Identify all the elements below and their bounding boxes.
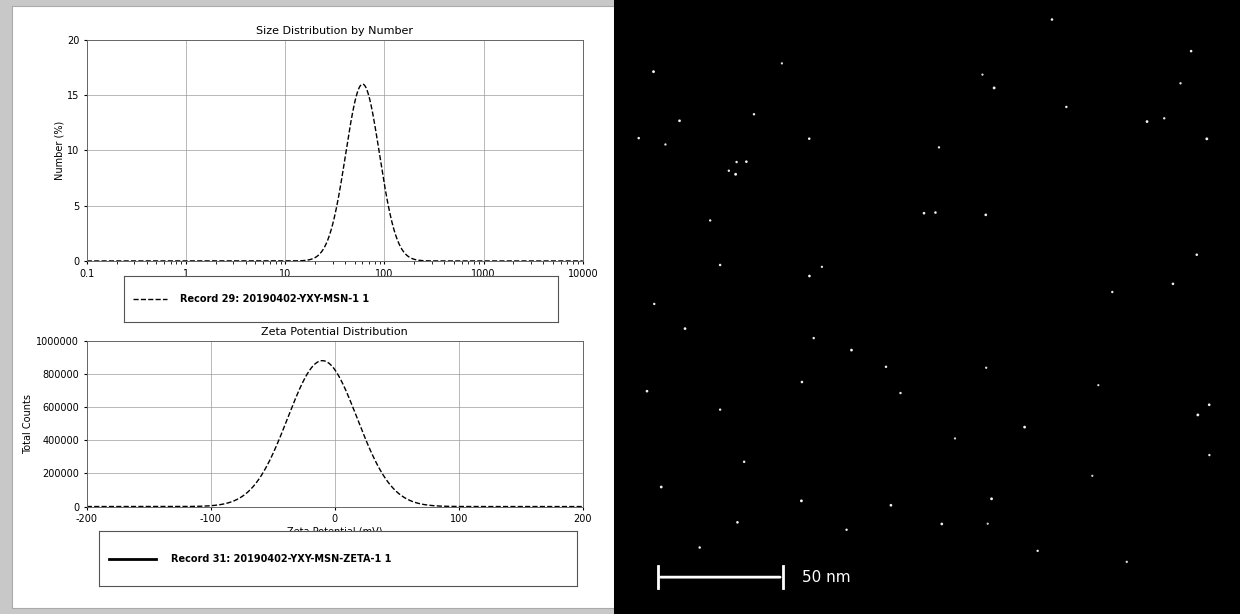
Point [725, 169, 745, 179]
Point [877, 362, 897, 371]
Point [791, 496, 811, 506]
Title: Size Distribution by Number: Size Distribution by Number [257, 26, 413, 36]
Point [890, 388, 910, 398]
Point [1171, 79, 1190, 88]
Point [1199, 400, 1219, 410]
Point [1117, 557, 1137, 567]
Y-axis label: Number (%): Number (%) [55, 121, 64, 180]
Point [689, 543, 709, 553]
Point [976, 363, 996, 373]
Point [842, 345, 862, 355]
Point [914, 208, 934, 218]
Point [1187, 250, 1207, 260]
Point [1188, 410, 1208, 420]
Text: Record 31: 20190402-YXY-MSN-ZETA-1 1: Record 31: 20190402-YXY-MSN-ZETA-1 1 [171, 554, 391, 564]
Point [1028, 546, 1048, 556]
Point [932, 519, 952, 529]
Point [792, 377, 812, 387]
Point [656, 139, 676, 149]
Point [675, 324, 694, 333]
Text: Record 29: 20190402-YXY-MSN-1 1: Record 29: 20190402-YXY-MSN-1 1 [181, 294, 370, 305]
Point [945, 433, 965, 443]
Point [1197, 134, 1216, 144]
Point [976, 210, 996, 220]
Point [800, 134, 820, 144]
Y-axis label: Total Counts: Total Counts [24, 394, 33, 454]
Point [925, 208, 945, 217]
Point [1199, 450, 1219, 460]
Point [719, 166, 739, 176]
Point [978, 519, 998, 529]
Point [644, 67, 663, 77]
Point [985, 83, 1004, 93]
Point [670, 116, 689, 126]
Point [1083, 471, 1102, 481]
X-axis label: Zeta Potential (mV): Zeta Potential (mV) [286, 527, 383, 537]
Point [929, 142, 949, 152]
Point [744, 109, 764, 119]
Point [727, 157, 746, 167]
Point [651, 482, 671, 492]
Point [711, 260, 730, 270]
Point [982, 494, 1002, 503]
Point [972, 70, 992, 80]
Point [1089, 380, 1109, 390]
Point [645, 299, 665, 309]
Text: 50 nm: 50 nm [801, 570, 851, 585]
Point [1056, 102, 1076, 112]
Point [1182, 46, 1202, 56]
Point [1102, 287, 1122, 297]
Point [737, 157, 756, 166]
Point [804, 333, 823, 343]
Point [837, 525, 857, 535]
Title: Zeta Potential Distribution: Zeta Potential Distribution [262, 327, 408, 337]
Point [711, 405, 730, 414]
Point [637, 386, 657, 396]
Point [880, 500, 900, 510]
Point [734, 457, 754, 467]
Point [1042, 15, 1061, 25]
X-axis label: Size (d.nm): Size (d.nm) [308, 281, 362, 292]
Point [728, 518, 748, 527]
Point [1137, 117, 1157, 126]
Point [1163, 279, 1183, 289]
Point [812, 262, 832, 272]
Point [1014, 422, 1034, 432]
Point [773, 58, 792, 68]
Point [701, 216, 720, 225]
Point [629, 133, 649, 143]
Point [800, 271, 820, 281]
Point [1154, 114, 1174, 123]
